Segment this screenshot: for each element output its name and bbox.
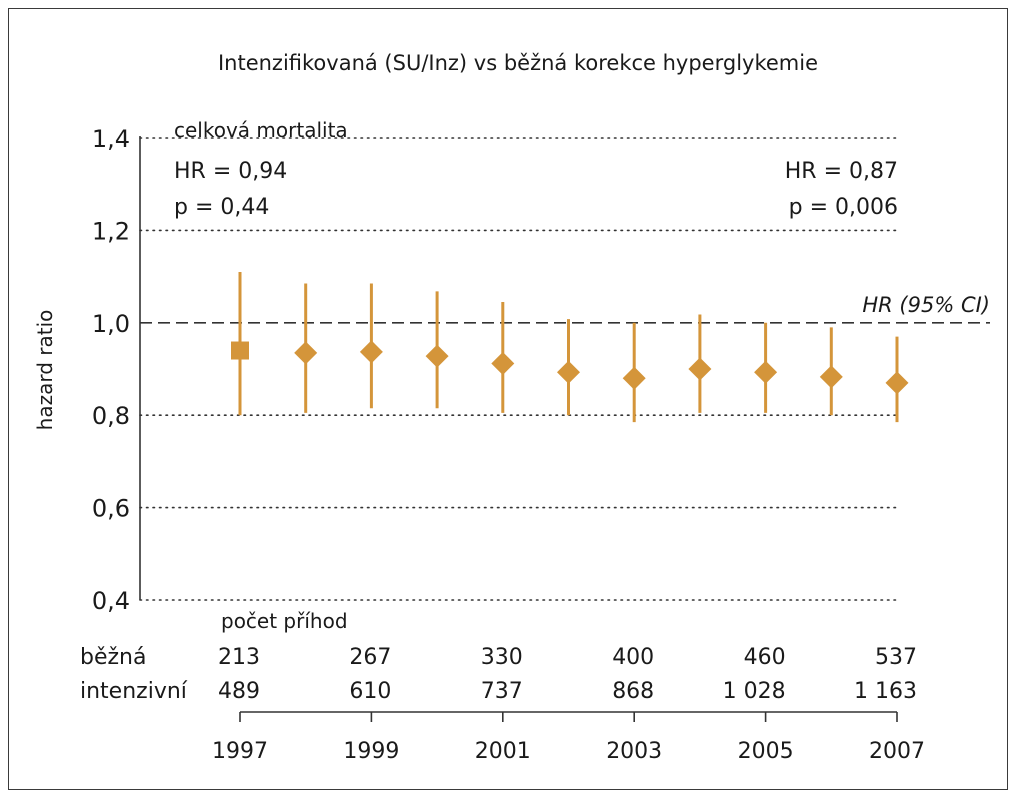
x-tick-label: 1997: [212, 739, 268, 764]
grid-lines: [139, 137, 990, 601]
y-tick-label: 1,2: [92, 217, 130, 245]
events-row-label: běžná: [80, 645, 146, 670]
reference-line-label: HR (95% CI): [862, 293, 990, 317]
x-tick-label: 2007: [869, 739, 925, 764]
chart-title: Intenzifikovaná (SU/Inz) vs běžná korekc…: [218, 51, 818, 75]
events-cell: 330: [481, 645, 523, 670]
data-point-diamond: [359, 340, 383, 364]
y-tick-label: 0,8: [92, 402, 130, 430]
events-table: běžná 213 267 330 400 460 537 intenzivní 489 610 7…: [80, 645, 917, 704]
annotation-right-hr: HR = 0,87: [785, 159, 898, 184]
y-tick-label: 1,4: [92, 125, 130, 153]
data-points: [231, 271, 909, 423]
data-point-diamond: [819, 365, 843, 389]
events-cell: 737: [481, 679, 523, 704]
data-point-square: [231, 341, 249, 360]
panel-label: celková mortalita: [174, 118, 348, 142]
events-cell: 868: [612, 679, 654, 704]
events-cell: 1 028: [723, 679, 786, 704]
data-point-diamond: [688, 357, 712, 381]
x-tick-label: 2005: [738, 739, 794, 764]
events-cell: 400: [612, 645, 654, 670]
y-tick-label: 1,0: [92, 310, 130, 338]
events-cell: 460: [744, 645, 786, 670]
x-tick-label: 2001: [475, 739, 531, 764]
data-point-diamond: [622, 366, 646, 390]
events-cell: 537: [875, 645, 917, 670]
x-tick-labels: 1997 1999 2001 2003 2005 2007: [212, 739, 925, 764]
y-axis-label: hazard ratio: [33, 310, 57, 431]
data-point-diamond: [425, 344, 449, 368]
events-row-label: intenzivní: [80, 679, 188, 704]
events-cell: 213: [218, 645, 260, 670]
data-point-diamond: [754, 360, 778, 384]
y-tick-label: 0,6: [92, 495, 130, 523]
annotation-left-p: p = 0,44: [174, 195, 269, 220]
y-tick-label: 0,4: [92, 587, 130, 615]
x-tick-label: 2003: [606, 739, 662, 764]
data-point-diamond: [294, 341, 318, 365]
annotation-right-p: p = 0,006: [789, 195, 898, 220]
axes: [139, 136, 898, 722]
events-cell: 610: [349, 679, 391, 704]
y-tick-labels: 1,4 1,2 1,0 0,8 0,6 0,4: [92, 125, 130, 615]
events-cell: 267: [349, 645, 391, 670]
x-tick-label: 1999: [343, 739, 399, 764]
events-table-heading: počet příhod: [221, 609, 348, 633]
events-cell: 1 163: [854, 679, 917, 704]
data-point-diamond: [491, 351, 515, 375]
data-point-diamond: [557, 360, 580, 384]
annotation-left-hr: HR = 0,94: [174, 159, 287, 184]
data-point-diamond: [885, 371, 909, 395]
events-cell: 489: [218, 679, 260, 704]
